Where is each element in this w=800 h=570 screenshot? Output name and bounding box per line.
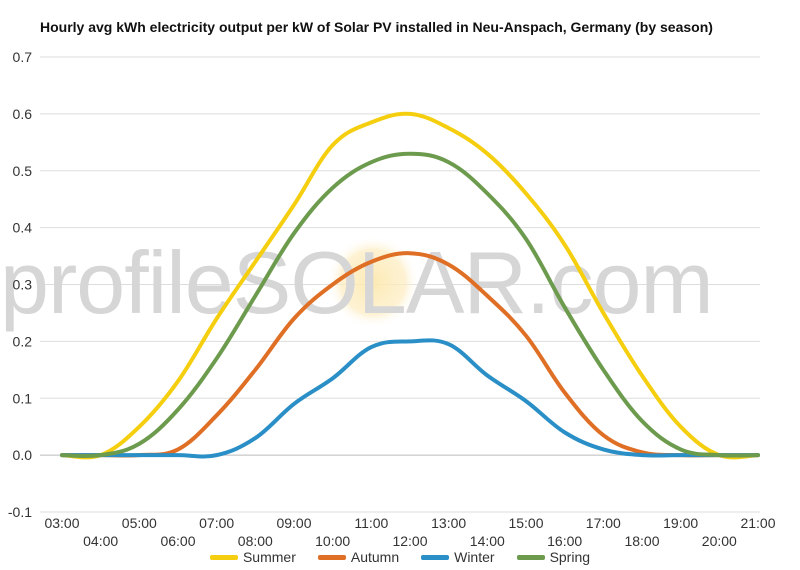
x-tick-label: 09:00 — [276, 515, 311, 531]
legend-item-spring[interactable]: Spring — [516, 549, 591, 565]
legend-label: Spring — [549, 549, 591, 565]
x-tick-label: 14:00 — [470, 533, 505, 549]
y-tick-label: -0.1 — [8, 504, 32, 520]
y-tick-label: 0.1 — [13, 390, 33, 406]
x-axis: 03:0004:0005:0006:0007:0008:0009:0010:00… — [44, 515, 775, 549]
series-line-spring — [60, 151, 760, 459]
legend-swatch — [421, 554, 450, 560]
y-tick-label: 0.5 — [13, 163, 33, 179]
series-line-winter — [60, 338, 760, 459]
watermark: profileSOLAR.com — [0, 233, 714, 332]
y-tick-label: 0.3 — [13, 277, 33, 293]
x-tick-label: 05:00 — [122, 515, 157, 531]
y-axis: 0.7 0.6 0.5 0.4 0.3 0.2 0.1 0.0 -0.1 — [8, 49, 32, 520]
series-lines — [60, 111, 760, 460]
x-tick-label: 03:00 — [44, 515, 79, 531]
x-tick-label: 17:00 — [586, 515, 621, 531]
legend-item-summer[interactable]: Summer — [209, 549, 296, 565]
watermark-text: profileSOLAR.com — [0, 233, 713, 332]
x-tick-label: 20:00 — [702, 533, 737, 549]
legend-swatch — [516, 554, 545, 560]
legend-swatch — [317, 554, 346, 560]
legend-label: Autumn — [350, 549, 400, 565]
x-tick-label: 16:00 — [547, 533, 582, 549]
legend-item-winter[interactable]: Winter — [421, 549, 495, 565]
legend: Summer Autumn Winter Spring — [0, 549, 800, 565]
x-tick-label: 06:00 — [160, 533, 195, 549]
y-tick-label: 0.4 — [13, 220, 33, 236]
y-tick-label: 0.6 — [13, 106, 33, 122]
x-tick-label: 13:00 — [431, 515, 466, 531]
x-tick-label: 10:00 — [315, 533, 350, 549]
x-tick-label: 18:00 — [624, 533, 659, 549]
y-tick-label: 0.7 — [13, 49, 33, 65]
legend-item-autumn[interactable]: Autumn — [317, 549, 400, 565]
legend-label: Winter — [454, 549, 495, 565]
watermark-sun — [327, 236, 419, 328]
legend-swatch — [209, 554, 238, 560]
series-line-summer — [60, 111, 760, 460]
x-tick-label: 19:00 — [663, 515, 698, 531]
legend-label: Summer — [242, 549, 296, 565]
y-tick-label: 0.0 — [13, 447, 33, 463]
x-tick-label: 07:00 — [199, 515, 234, 531]
y-tick-label: 0.2 — [13, 333, 33, 349]
series-line-autumn — [60, 251, 760, 458]
chart-title: Hourly avg kWh electricity output per kW… — [40, 19, 713, 35]
x-tick-label: 12:00 — [392, 533, 427, 549]
x-tick-label: 15:00 — [508, 515, 543, 531]
x-tick-label: 08:00 — [238, 533, 273, 549]
x-tick-label: 11:00 — [354, 515, 388, 531]
x-tick-label: 21:00 — [740, 515, 775, 531]
x-tick-label: 04:00 — [83, 533, 118, 549]
